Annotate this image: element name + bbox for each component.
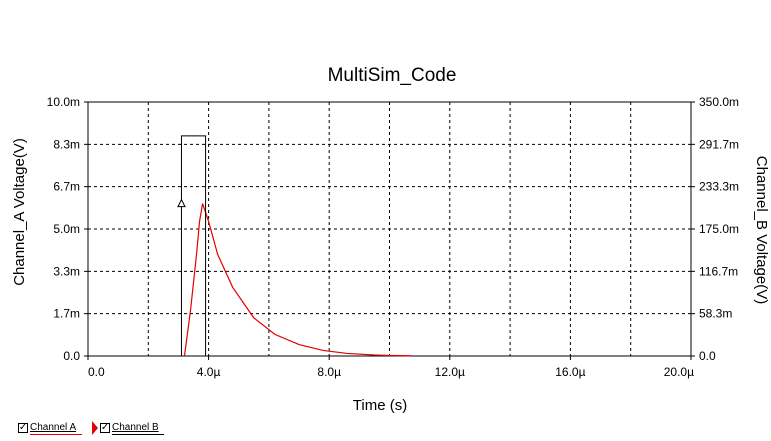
ticks: 0.0 4.0µ 8.0µ 12.0µ 16.0µ 20.0µ 0.0 1.7m 3.3m 5.0… <box>47 95 739 379</box>
y2-tick-label: 58.3m <box>699 307 732 321</box>
y2-tick-label: 0.0 <box>699 349 716 363</box>
y-tick-label: 0.0 <box>63 349 80 363</box>
channel-b-label: Channel B <box>112 421 159 433</box>
y-tick-label: 10.0m <box>47 95 80 109</box>
y-tick-label: 1.7m <box>53 307 80 321</box>
channel-b-swatch <box>112 433 164 435</box>
channel-b-label-wrap: Channel B <box>112 422 164 435</box>
y-tick-label: 5.0m <box>53 222 80 236</box>
y-tick-label: 3.3m <box>53 264 80 278</box>
x-tick-label: 16.0µ <box>555 365 585 379</box>
series-line-channel-b <box>180 135 207 356</box>
chart-title: MultiSim_Code <box>328 65 457 86</box>
channel-a-label: Channel A <box>30 421 77 433</box>
x-tick-label: 12.0µ <box>435 365 465 379</box>
x-tick-label: 0.0 <box>88 365 105 379</box>
y2-axis-label: Channel_B Voltage(V) <box>753 156 770 304</box>
selected-trace-marker-icon <box>92 421 98 435</box>
y2-tick-label: 291.7m <box>699 137 739 151</box>
channel-a-swatch <box>30 433 82 435</box>
grid <box>88 102 691 356</box>
y2-tick-label: 233.3m <box>699 180 739 194</box>
x-axis-label: Time (s) <box>353 397 407 414</box>
channel-a-label-wrap: Channel A <box>30 422 82 435</box>
legend-item-channel-b[interactable]: ✓ Channel B <box>100 422 164 435</box>
series-layer <box>177 135 411 357</box>
x-tick-label: 8.0µ <box>317 365 341 379</box>
channel-b-checkbox[interactable]: ✓ <box>100 422 110 433</box>
legend-item-channel-a[interactable]: ✓ Channel A <box>18 422 82 435</box>
series-line-channel-a <box>183 203 411 357</box>
y2-tick-label: 175.0m <box>699 222 739 236</box>
y2-tick-label: 350.0m <box>699 95 739 109</box>
x-tick-label: 4.0µ <box>197 365 221 379</box>
y-tick-label: 8.3m <box>53 137 80 151</box>
y-axis-label: Channel_A Voltage(V) <box>11 138 28 286</box>
legend: ✓ Channel A ✓ Channel B <box>18 418 168 438</box>
channel-a-checkbox[interactable]: ✓ <box>18 422 28 433</box>
y-tick-label: 6.7m <box>53 180 80 194</box>
x-tick-label: 20.0µ <box>664 365 694 379</box>
y2-tick-label: 116.7m <box>699 264 738 278</box>
cursor-triangle-icon[interactable] <box>177 198 186 208</box>
